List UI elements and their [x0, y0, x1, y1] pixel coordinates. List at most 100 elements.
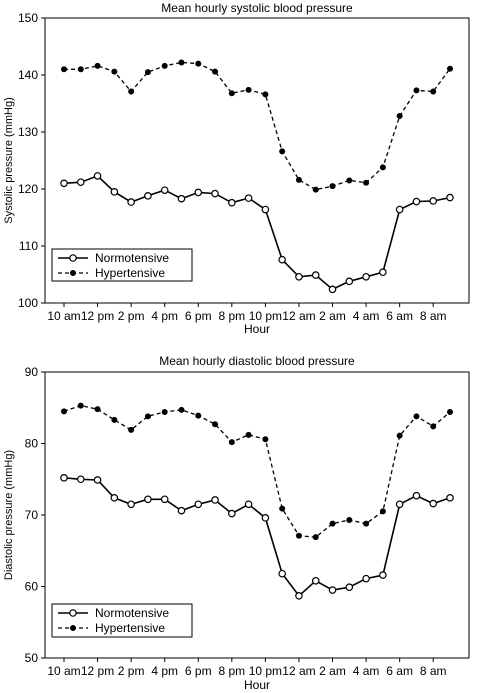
data-point-hypertensive [228, 439, 235, 446]
data-point-normotensive [295, 591, 303, 600]
data-point-normotensive [127, 198, 135, 206]
data-point-hypertensive [60, 408, 67, 415]
data-point-normotensive [311, 576, 320, 585]
series-line-hypertensive [63, 404, 451, 538]
y-tick-label: 70 [25, 508, 39, 522]
y-tick-label: 90 [25, 365, 39, 379]
chart-systolic: Mean hourly systolic blood pressure 100 11… [3, 1, 470, 336]
y-tick-label: 130 [18, 125, 38, 139]
data-point-hypertensive [94, 62, 101, 69]
chart-title: Mean hourly diastolic blood pressure [159, 354, 355, 368]
legend-label-hypertensive: Hypertensive [95, 621, 165, 635]
x-tick-label: 10 pm [249, 664, 282, 678]
x-tick-label: 10 am [47, 664, 80, 678]
x-tick-label: 6 pm [185, 309, 212, 323]
x-tick-label: 10 am [47, 309, 80, 323]
data-point-hypertensive [279, 148, 286, 155]
y-tick-label: 120 [18, 182, 38, 196]
data-point-hypertensive [279, 505, 286, 512]
data-point-normotensive [76, 178, 85, 186]
x-tick-label: 6 pm [185, 664, 212, 678]
data-point-hypertensive [446, 409, 453, 416]
data-point-normotensive [76, 475, 85, 484]
data-point-normotensive [328, 285, 337, 294]
x-tick-label: 12 am [282, 664, 315, 678]
data-point-hypertensive [329, 520, 336, 527]
data-point-normotensive [412, 197, 421, 206]
data-point-hypertensive [346, 517, 353, 524]
data-point-normotensive [395, 205, 404, 214]
x-tick-label: 8 pm [218, 309, 245, 323]
data-point-hypertensive [312, 186, 319, 193]
data-point-normotensive [177, 506, 186, 515]
data-point-normotensive [412, 491, 421, 500]
data-point-normotensive [60, 474, 68, 482]
data-point-hypertensive [262, 436, 269, 443]
data-point-hypertensive [161, 409, 168, 416]
data-point-normotensive [194, 188, 203, 197]
data-point-normotensive [395, 500, 404, 509]
data-point-hypertensive [430, 423, 437, 430]
x-tick-label: 4 pm [151, 664, 178, 678]
data-point-normotensive [244, 194, 253, 202]
data-point-hypertensive [245, 431, 252, 438]
data-point-normotensive [127, 500, 135, 509]
data-point-hypertensive [111, 416, 118, 423]
legend-label-normotensive: Normotensive [95, 606, 169, 620]
x-tick-label: 2 am [319, 309, 346, 323]
data-point-normotensive [295, 272, 303, 281]
data-point-hypertensive [178, 406, 185, 413]
chart-title: Mean hourly systolic blood pressure [161, 1, 353, 15]
data-point-normotensive [328, 586, 337, 594]
x-tick-label: 2 pm [118, 309, 145, 323]
x-tick-label: 8 am [420, 309, 447, 323]
data-point-hypertensive [413, 413, 420, 420]
x-tick-label: 4 am [353, 309, 380, 323]
data-point-normotensive [93, 476, 102, 484]
data-point-hypertensive [144, 413, 151, 420]
legend-box [51, 603, 193, 638]
data-point-hypertensive [295, 176, 302, 183]
data-point-hypertensive [446, 65, 453, 72]
data-point-normotensive [362, 272, 370, 281]
y-tick-label: 150 [18, 11, 38, 25]
data-point-hypertensive [413, 87, 420, 94]
x-tick-label: 8 am [420, 664, 447, 678]
data-point-hypertensive [329, 183, 336, 190]
y-tick-label: 140 [18, 68, 38, 82]
data-point-hypertensive [212, 68, 219, 75]
data-point-normotensive [244, 500, 253, 509]
data-point-hypertensive [111, 68, 118, 75]
data-point-hypertensive [77, 402, 84, 409]
legend-marker-hypertensive [70, 269, 77, 276]
legend-label-normotensive: Normotensive [95, 251, 169, 265]
data-point-normotensive [379, 268, 387, 277]
data-point-hypertensive [396, 113, 403, 120]
data-point-normotensive [110, 188, 119, 196]
x-tick-label: 12 am [282, 309, 315, 323]
data-point-normotensive [60, 179, 68, 188]
data-point-normotensive [144, 495, 152, 504]
data-point-hypertensive [363, 179, 370, 186]
data-point-normotensive [379, 571, 387, 579]
y-tick-label: 100 [18, 296, 38, 310]
data-point-normotensive [446, 193, 454, 202]
data-point-normotensive [278, 569, 286, 578]
data-point-hypertensive [312, 534, 319, 541]
data-point-normotensive [160, 186, 169, 194]
data-point-normotensive [362, 574, 370, 583]
x-tick-label: 8 pm [218, 664, 245, 678]
legend-marker-hypertensive [70, 624, 77, 631]
series-line-normotensive [63, 477, 451, 597]
x-tick-label: 4 pm [151, 309, 178, 323]
data-point-hypertensive [396, 432, 403, 439]
x-axis-label: Hour [244, 322, 270, 336]
y-tick-label: 60 [25, 580, 39, 594]
data-point-normotensive [429, 499, 438, 508]
x-axis-label: Hour [244, 678, 270, 692]
x-tick-label: 2 pm [118, 664, 145, 678]
data-point-hypertensive [161, 62, 168, 69]
legend-box [51, 248, 193, 282]
data-point-normotensive [194, 500, 203, 509]
